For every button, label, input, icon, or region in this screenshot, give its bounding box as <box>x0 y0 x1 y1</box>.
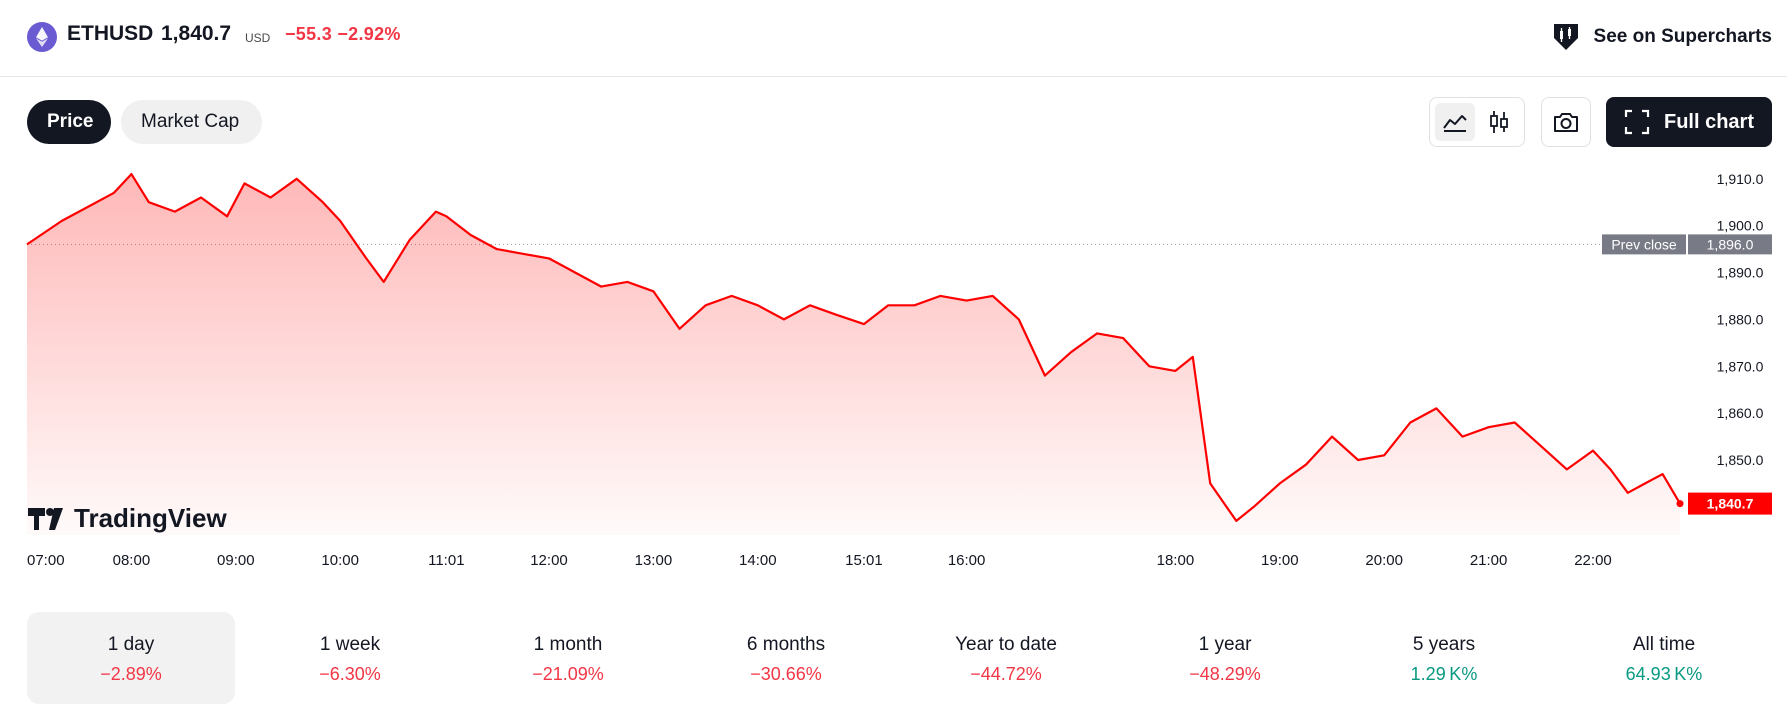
price-area-fill <box>27 174 1680 535</box>
period-change: −21.09% <box>532 664 604 684</box>
symbol-name: ETHUSD <box>67 22 154 45</box>
fullscreen-icon <box>1624 109 1650 135</box>
last-price-dot <box>1676 500 1684 508</box>
candlestick-chart-button[interactable] <box>1479 103 1519 141</box>
x-tick-label: 21:00 <box>1470 552 1508 569</box>
period-label: All time <box>1632 634 1696 655</box>
period-6-months[interactable]: 6 months −30.66% <box>682 612 890 704</box>
period-label: 5 years <box>1412 634 1476 655</box>
x-tick-label: 13:00 <box>635 552 673 569</box>
y-tick-label: 1,890.0 <box>1717 265 1764 281</box>
candlestick-icon <box>1490 111 1508 133</box>
period-label: 1 month <box>533 634 603 655</box>
tab-price[interactable]: Price <box>27 100 111 144</box>
prev-close-tag <box>1602 234 1686 255</box>
period-label: Year to date <box>955 634 1057 655</box>
x-tick-label: 12:00 <box>530 552 568 569</box>
x-tick-label: 10:00 <box>321 552 359 569</box>
y-tick-label: 1,870.0 <box>1717 358 1764 374</box>
ethereum-icon <box>27 22 57 52</box>
snapshot-button[interactable] <box>1541 97 1591 147</box>
last-price: 1,840.7 <box>161 22 232 45</box>
period-change: −2.89% <box>100 664 162 684</box>
x-tick-label: 18:00 <box>1157 552 1195 569</box>
x-tick-label: 20:00 <box>1365 552 1403 569</box>
chart-type-switcher <box>1429 97 1525 147</box>
period-change: −48.29% <box>1189 664 1261 684</box>
full-chart-label: Full chart <box>1663 110 1754 133</box>
supercharts-label: See on Supercharts <box>1593 26 1772 47</box>
prev-close-value: 1,896.0 <box>1707 236 1754 252</box>
x-tick-label: 15:01 <box>845 552 883 569</box>
price-line <box>26 173 1681 522</box>
prev-close-label: Prev close <box>1611 236 1677 252</box>
symbol-header: ETHUSD 1,840.7 USD −55.3 −2.92% See on S… <box>0 0 1787 77</box>
price-change: −55.3 −2.92% <box>285 24 401 44</box>
period-change: −6.30% <box>319 664 381 684</box>
period-change: 64.93 K% <box>1625 664 1703 684</box>
tab-market-cap[interactable]: Market Cap <box>121 100 262 144</box>
x-tick-label: 09:00 <box>217 552 255 569</box>
x-tick-label: 14:00 <box>739 552 777 569</box>
y-tick-label: 1,850.0 <box>1717 452 1764 468</box>
period-label: 1 day <box>107 634 155 655</box>
x-tick-label: 22:00 <box>1574 552 1612 569</box>
area-chart-icon <box>1443 115 1467 132</box>
x-tick-label: 11:01 <box>428 552 464 569</box>
period-label: 1 year <box>1198 634 1252 655</box>
camera-icon <box>1554 113 1578 132</box>
period-label: 6 months <box>746 634 826 655</box>
prev-close-value-tag <box>1688 234 1772 255</box>
period-all-time[interactable]: All time 64.93 K% <box>1560 612 1768 704</box>
performance-periods: 1 day −2.89% 1 week −6.30% 1 month −21.0… <box>27 612 1772 704</box>
last-price-tag <box>1688 492 1772 515</box>
supercharts-icon <box>1553 24 1578 50</box>
y-tick-label: 1,910.0 <box>1717 171 1764 187</box>
x-tick-label: 19:00 <box>1261 552 1299 569</box>
tradingview-watermark: TradingView <box>28 503 227 533</box>
full-chart-button[interactable]: Full chart <box>1606 97 1772 147</box>
tradingview-logo-icon <box>28 508 63 530</box>
see-on-supercharts-link[interactable]: See on Supercharts <box>1550 22 1772 52</box>
period-year-to-date[interactable]: Year to date −44.72% <box>902 612 1110 704</box>
x-tick-label: 08:00 <box>113 552 151 569</box>
area-chart-button[interactable] <box>1435 103 1475 141</box>
currency-label: USD <box>245 31 271 45</box>
period-1-week[interactable]: 1 week −6.30% <box>246 612 454 704</box>
period-1-year[interactable]: 1 year −48.29% <box>1121 612 1329 704</box>
y-tick-label: 1,900.0 <box>1717 218 1764 234</box>
period-1-month[interactable]: 1 month −21.09% <box>464 612 672 704</box>
period-5-years[interactable]: 5 years 1.29 K% <box>1340 612 1548 704</box>
period-1-day[interactable]: 1 day −2.89% <box>27 612 235 704</box>
y-tick-label: 1,880.0 <box>1717 311 1764 327</box>
watermark-text: TradingView <box>74 503 227 533</box>
y-tick-label: 1,860.0 <box>1717 405 1764 421</box>
x-tick-label: 07:00 <box>27 552 65 569</box>
period-label: 1 week <box>319 634 381 655</box>
price-chart[interactable]: Prev close 1,896.0 1,910.0 1,900.0 1,890.0 1… <box>0 160 1787 580</box>
period-change: −44.72% <box>970 664 1042 684</box>
x-tick-label: 16:00 <box>948 552 986 569</box>
last-price-label: 1,840.7 <box>1707 496 1754 512</box>
period-change: −30.66% <box>750 664 822 684</box>
period-change: 1.29 K% <box>1410 664 1478 684</box>
